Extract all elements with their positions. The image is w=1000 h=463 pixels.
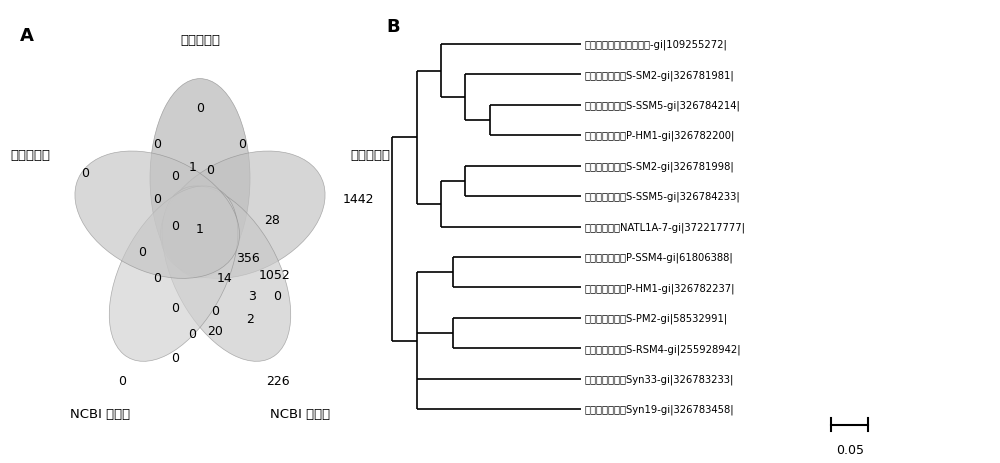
Ellipse shape	[162, 187, 291, 362]
Text: 1: 1	[189, 161, 196, 174]
Text: 0: 0	[153, 193, 161, 206]
Text: 原氯球菌噌菌体P-HM1-gi|326782200|: 原氯球菌噌菌体P-HM1-gi|326782200|	[584, 131, 735, 141]
Text: 0: 0	[118, 374, 126, 387]
Text: 0: 0	[153, 272, 161, 285]
Text: 联合球菌噌菌体S-SM2-gi|326781981|: 联合球菌噌菌体S-SM2-gi|326781981|	[584, 70, 734, 81]
Text: B: B	[386, 18, 400, 36]
Ellipse shape	[150, 80, 250, 278]
Text: 宿主基因组: 宿主基因组	[350, 149, 390, 162]
Text: 3: 3	[249, 289, 256, 302]
Text: 病毒核酸库: 病毒核酸库	[180, 34, 220, 47]
Text: 0: 0	[171, 169, 179, 182]
Text: 联合球菌噌菌体S-SSM5-gi|326784233|: 联合球菌噌菌体S-SSM5-gi|326784233|	[584, 191, 740, 202]
Text: 0: 0	[171, 351, 179, 364]
Text: 0: 0	[206, 163, 214, 176]
Text: 联合球菌噌菌体Syn19-gi|326783458|: 联合球菌噌菌体Syn19-gi|326783458|	[584, 404, 734, 414]
Text: 联合球菌噌菌体S-SM2-gi|326781998|: 联合球菌噌菌体S-SM2-gi|326781998|	[584, 161, 734, 172]
Text: 联合球菌噌菌体S-PM2-gi|58532991|: 联合球菌噌菌体S-PM2-gi|58532991|	[584, 313, 728, 324]
Text: 0: 0	[274, 289, 282, 302]
Text: 0: 0	[171, 219, 179, 232]
Text: 1442: 1442	[342, 193, 374, 206]
Ellipse shape	[75, 152, 240, 279]
Text: 联合球菌噌菌体S-SSM5-gi|326784214|: 联合球菌噌菌体S-SSM5-gi|326784214|	[584, 100, 740, 111]
Text: 0: 0	[188, 327, 196, 340]
Text: 14: 14	[217, 272, 233, 285]
Text: 原氯球菌噌菌体P-HM1-gi|326782237|: 原氯球菌噌菌体P-HM1-gi|326782237|	[584, 282, 735, 293]
Text: 0: 0	[238, 138, 246, 150]
Text: A: A	[20, 27, 34, 45]
Text: 0: 0	[153, 138, 161, 150]
Text: 2: 2	[246, 313, 254, 325]
Text: 0: 0	[211, 304, 219, 317]
Text: 226: 226	[266, 374, 289, 387]
Text: NCBI 蛋白库: NCBI 蛋白库	[70, 407, 130, 420]
Text: 0: 0	[81, 167, 89, 180]
Text: 原氯球菌噌菌体Syn33-gi|326783233|: 原氯球菌噌菌体Syn33-gi|326783233|	[584, 374, 734, 384]
Text: NCBI 核酸库: NCBI 核酸库	[270, 407, 330, 420]
Text: 0: 0	[138, 245, 146, 258]
Text: 西方脉络膜神经颗粒病毒-gi|109255272|: 西方脉络膜神经颗粒病毒-gi|109255272|	[584, 39, 727, 50]
Text: 0.05: 0.05	[836, 443, 864, 456]
Ellipse shape	[160, 152, 325, 279]
Text: 20: 20	[207, 325, 223, 338]
Text: 原氯球菌噌菌体P-SSM4-gi|61806388|: 原氯球菌噌菌体P-SSM4-gi|61806388|	[584, 252, 733, 263]
Text: 病毒蛋白库: 病毒蛋白库	[10, 149, 50, 162]
Text: 356: 356	[236, 251, 259, 264]
Text: 0: 0	[196, 102, 204, 115]
Text: 1052: 1052	[259, 269, 291, 282]
Text: 1: 1	[196, 222, 204, 235]
Text: 28: 28	[265, 213, 280, 226]
Text: 0: 0	[171, 301, 179, 314]
Text: 联合球菌噌菌体S-RSM4-gi|255928942|: 联合球菌噌菌体S-RSM4-gi|255928942|	[584, 343, 741, 354]
Ellipse shape	[109, 187, 238, 362]
Text: 蓝细菌噌菌体NATL1A-7-gi|372217777|: 蓝细菌噌菌体NATL1A-7-gi|372217777|	[584, 222, 745, 232]
